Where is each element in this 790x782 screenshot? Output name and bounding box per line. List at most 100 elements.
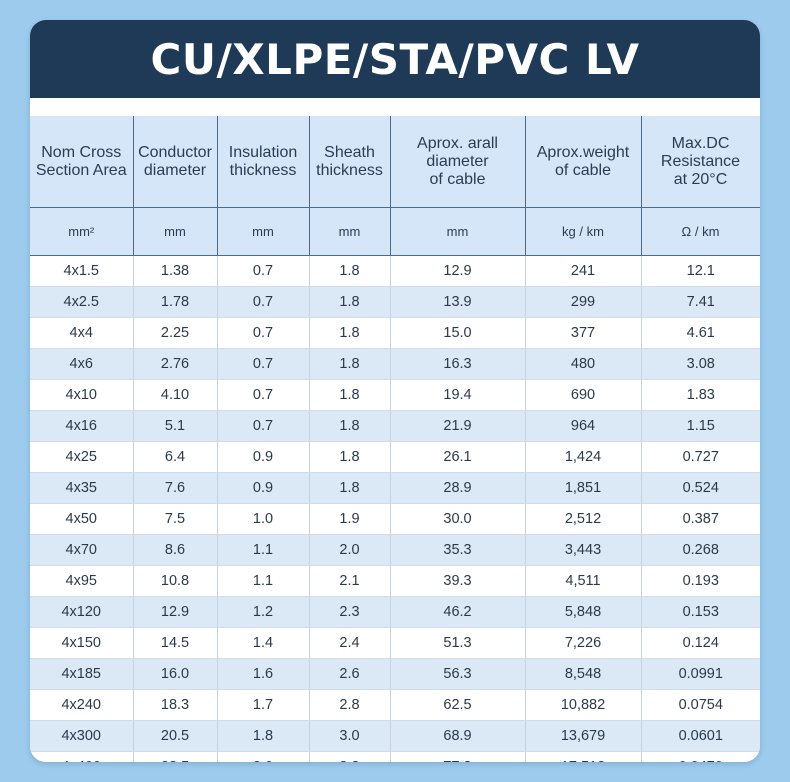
cell-cross-section: 4x1.5 (30, 255, 134, 287)
cell-insulation-thickness: 0.7 (217, 410, 310, 442)
cell-cross-section: 4x95 (30, 565, 134, 597)
cell-conductor-diameter: 8.6 (133, 534, 218, 566)
cell-overall-diameter: 46.2 (390, 596, 526, 628)
cell-sheath-thickness: 1.8 (309, 317, 391, 349)
cell-weight: 2,512 (525, 503, 642, 535)
cell-sheath-thickness: 1.8 (309, 441, 391, 473)
cell-conductor-diameter: 4.10 (133, 379, 218, 411)
cell-overall-diameter: 51.3 (390, 627, 526, 659)
cell-weight: 480 (525, 348, 642, 380)
table-row: 4x10 4.10 0.7 1.8 19.4 690 1.83 (30, 379, 760, 411)
unit-insulation-thickness: mm (217, 207, 310, 256)
header-cross-section: Nom Cross Section Area (30, 116, 134, 208)
cell-insulation-thickness: 0.7 (217, 348, 310, 380)
cell-weight: 377 (525, 317, 642, 349)
table-head: Nom Cross Section Area Conductor diamete… (30, 116, 760, 256)
cell-insulation-thickness: 1.8 (217, 720, 310, 752)
table-row: 4x70 8.6 1.1 2.0 35.3 3,443 0.268 (30, 534, 760, 566)
cell-cross-section: 4x120 (30, 596, 134, 628)
cell-conductor-diameter: 23.5 (133, 751, 218, 762)
cell-sheath-thickness: 3.0 (309, 720, 391, 752)
cell-insulation-thickness: 0.7 (217, 255, 310, 287)
spec-card: CU/XLPE/STA/PVC LV Nom Cross Section Are… (30, 20, 760, 762)
cell-weight: 3,443 (525, 534, 642, 566)
cell-resistance: 0.0991 (641, 658, 760, 690)
cable-spec-table: Nom Cross Section Area Conductor diamete… (30, 116, 760, 762)
cell-weight: 8,548 (525, 658, 642, 690)
cell-conductor-diameter: 14.5 (133, 627, 218, 659)
cell-weight: 299 (525, 286, 642, 318)
cell-weight: 4,511 (525, 565, 642, 597)
cell-overall-diameter: 68.9 (390, 720, 526, 752)
cell-insulation-thickness: 0.9 (217, 472, 310, 504)
cell-overall-diameter: 77.8 (390, 751, 526, 762)
cell-conductor-diameter: 2.76 (133, 348, 218, 380)
cell-cross-section: 4x2.5 (30, 286, 134, 318)
cell-insulation-thickness: 0.9 (217, 441, 310, 473)
unit-overall-diameter: mm (390, 207, 526, 256)
unit-conductor-diameter: mm (133, 207, 218, 256)
cell-conductor-diameter: 5.1 (133, 410, 218, 442)
cell-sheath-thickness: 1.8 (309, 410, 391, 442)
cell-sheath-thickness: 2.1 (309, 565, 391, 597)
cell-overall-diameter: 30.0 (390, 503, 526, 535)
cell-cross-section: 4x25 (30, 441, 134, 473)
table-row: 4x16 5.1 0.7 1.8 21.9 964 1.15 (30, 410, 760, 442)
cell-insulation-thickness: 1.4 (217, 627, 310, 659)
cell-resistance: 1.83 (641, 379, 760, 411)
cell-overall-diameter: 35.3 (390, 534, 526, 566)
cell-sheath-thickness: 1.8 (309, 379, 391, 411)
cell-sheath-thickness: 2.4 (309, 627, 391, 659)
cell-resistance: 0.0754 (641, 689, 760, 721)
header-resistance: Max.DC Resistance at 20°C (641, 116, 760, 208)
cell-resistance: 0.0470 (641, 751, 760, 762)
cell-cross-section: 4x185 (30, 658, 134, 690)
cell-cross-section: 4x150 (30, 627, 134, 659)
table-row: 4x185 16.0 1.6 2.6 56.3 8,548 0.0991 (30, 658, 760, 690)
cell-conductor-diameter: 10.8 (133, 565, 218, 597)
cell-conductor-diameter: 20.5 (133, 720, 218, 752)
cell-insulation-thickness: 0.7 (217, 286, 310, 318)
cell-cross-section: 4x4 (30, 317, 134, 349)
cell-weight: 1,424 (525, 441, 642, 473)
cell-cross-section: 4x300 (30, 720, 134, 752)
header-overall-diameter: Aprox. arall diameter of cable (390, 116, 526, 208)
cell-weight: 241 (525, 255, 642, 287)
table-row: 4x150 14.5 1.4 2.4 51.3 7,226 0.124 (30, 627, 760, 659)
cell-resistance: 1.15 (641, 410, 760, 442)
cell-resistance: 0.0601 (641, 720, 760, 752)
cell-overall-diameter: 16.3 (390, 348, 526, 380)
cell-resistance: 4.61 (641, 317, 760, 349)
cell-resistance: 0.268 (641, 534, 760, 566)
table-row: 4x240 18.3 1.7 2.8 62.5 10,882 0.0754 (30, 689, 760, 721)
cell-sheath-thickness: 1.8 (309, 255, 391, 287)
unit-cross-section: mm² (30, 207, 134, 256)
cell-resistance: 0.727 (641, 441, 760, 473)
cell-conductor-diameter: 1.78 (133, 286, 218, 318)
cell-resistance: 0.193 (641, 565, 760, 597)
table-body: 4x1.5 1.38 0.7 1.8 12.9 241 12.1 4x2.5 1.78 0.7 1.… (30, 255, 760, 762)
cell-overall-diameter: 12.9 (390, 255, 526, 287)
cell-conductor-diameter: 7.5 (133, 503, 218, 535)
cell-sheath-thickness: 1.8 (309, 348, 391, 380)
cell-weight: 17,512 (525, 751, 642, 762)
cell-overall-diameter: 56.3 (390, 658, 526, 690)
table-row: 4x4 2.25 0.7 1.8 15.0 377 4.61 (30, 317, 760, 349)
unit-weight: kg / km (525, 207, 642, 256)
cell-weight: 1,851 (525, 472, 642, 504)
header-weight: Aprox.weight of cable (525, 116, 642, 208)
cell-sheath-thickness: 2.0 (309, 534, 391, 566)
cell-insulation-thickness: 2.0 (217, 751, 310, 762)
cell-insulation-thickness: 0.7 (217, 379, 310, 411)
cell-weight: 10,882 (525, 689, 642, 721)
cell-cross-section: 4x70 (30, 534, 134, 566)
cell-cross-section: 4x35 (30, 472, 134, 504)
cell-overall-diameter: 19.4 (390, 379, 526, 411)
cell-weight: 690 (525, 379, 642, 411)
cell-sheath-thickness: 1.8 (309, 472, 391, 504)
cell-overall-diameter: 13.9 (390, 286, 526, 318)
cell-insulation-thickness: 1.1 (217, 534, 310, 566)
page-title: CU/XLPE/STA/PVC LV (150, 34, 640, 84)
cell-sheath-thickness: 1.8 (309, 286, 391, 318)
